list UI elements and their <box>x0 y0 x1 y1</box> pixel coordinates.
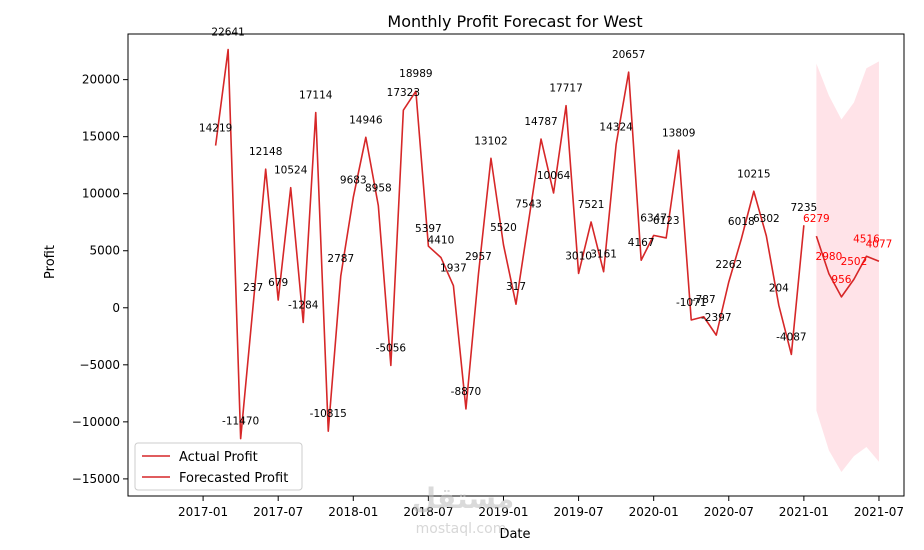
actual-data-label: -787 <box>692 294 716 306</box>
actual-data-label: 7543 <box>515 199 542 211</box>
actual-data-label: -2397 <box>701 312 732 324</box>
y-tick-label: 20000 <box>82 73 120 87</box>
actual-data-label: 10064 <box>537 170 571 182</box>
actual-data-label: 18989 <box>399 68 432 80</box>
actual-data-label: 6347 <box>640 212 667 224</box>
chart-title: Monthly Profit Forecast for West <box>387 12 642 31</box>
actual-data-label: 10524 <box>274 165 308 177</box>
actual-data-label: 17717 <box>549 83 582 95</box>
actual-data-label: 3161 <box>590 249 617 261</box>
x-tick-label: 2021-07 <box>854 505 904 519</box>
forecast-data-label: 2502 <box>841 256 868 268</box>
y-tick-label: 5000 <box>89 244 120 258</box>
actual-data-label: 317 <box>506 281 526 293</box>
watermark: مستقل mostaql.com <box>412 482 514 537</box>
actual-data-label: 9683 <box>340 174 367 186</box>
y-tick-label: −15000 <box>72 472 120 486</box>
y-tick-label: 10000 <box>82 187 120 201</box>
actual-data-label: 14219 <box>199 123 232 135</box>
actual-data-label: 13809 <box>662 127 695 139</box>
actual-data-label: 7235 <box>791 202 818 214</box>
actual-data-label: -1284 <box>288 299 319 311</box>
forecast-data-label: 956 <box>831 274 851 286</box>
legend: Actual Profit Forecasted Profit <box>134 442 303 491</box>
actual-data-label: 6302 <box>753 213 780 225</box>
actual-data-label: 679 <box>268 277 288 289</box>
data-label-layer: 14219 22641 -11470 237 12148 679 10524 -1284 171… <box>199 27 892 428</box>
actual-data-label: 4167 <box>628 237 655 249</box>
actual-data-label: 3010 <box>565 250 592 262</box>
forecasted-profit-line <box>815 235 880 298</box>
actual-data-label: 1937 <box>440 263 467 275</box>
legend-label-forecast: Forecasted Profit <box>179 471 288 486</box>
actual-data-label: 5397 <box>415 223 442 235</box>
actual-profit-line <box>214 48 805 440</box>
forecast-data-label: 4516 <box>853 233 880 245</box>
x-tick-label: 2017-07 <box>253 505 303 519</box>
x-tick-label: 2020-01 <box>629 505 679 519</box>
actual-data-label: 8958 <box>365 183 392 195</box>
x-tick-label: 2021-01 <box>779 505 829 519</box>
actual-data-label: -1071 <box>676 297 707 309</box>
x-tick-label: 2018-01 <box>328 505 378 519</box>
actual-data-label: 22641 <box>211 27 244 39</box>
forecast-data-label: 2980 <box>816 251 843 263</box>
actual-data-label: 20657 <box>612 49 645 61</box>
x-tick-label: 2019-07 <box>554 505 604 519</box>
x-tick-label: 2017-01 <box>178 505 228 519</box>
line-layer <box>214 48 880 440</box>
actual-data-label: 14787 <box>524 116 557 128</box>
confidence-band-layer <box>816 61 879 473</box>
x-tick-label: 2019-01 <box>478 505 528 519</box>
actual-data-label: 2957 <box>465 251 492 263</box>
actual-data-label: 12148 <box>249 146 282 158</box>
watermark-logo: مستقل <box>412 482 514 515</box>
x-tick-label: 2018-07 <box>403 505 453 519</box>
actual-data-label: 10215 <box>737 168 770 180</box>
watermark-url: mostaql.com <box>416 521 507 537</box>
actual-data-label: 14946 <box>349 114 383 126</box>
legend-label-actual: Actual Profit <box>179 450 258 465</box>
actual-data-label: 6123 <box>653 215 680 227</box>
x-axis-label: Date <box>499 527 530 542</box>
actual-data-label: -10815 <box>310 408 347 420</box>
y-tick-label: 15000 <box>82 130 120 144</box>
actual-data-label: -8870 <box>451 386 482 398</box>
actual-data-label: 6018 <box>728 216 755 228</box>
actual-data-label: 4410 <box>428 234 455 246</box>
actual-data-label: 237 <box>243 282 263 294</box>
actual-data-label: -11470 <box>222 416 259 428</box>
actual-data-label: -5056 <box>376 342 407 354</box>
actual-data-label: 17114 <box>299 90 333 102</box>
legend-box <box>134 442 303 491</box>
actual-data-label: 17323 <box>387 87 420 99</box>
forecast-confidence-band <box>816 61 879 473</box>
actual-data-label: 204 <box>769 282 789 294</box>
y-axis-label: Profit <box>43 245 58 279</box>
actual-data-label: 5520 <box>490 222 517 234</box>
forecast-data-label: 6279 <box>803 213 830 225</box>
actual-data-label: 7521 <box>578 199 605 211</box>
actual-data-label: 14324 <box>599 121 633 133</box>
actual-data-label: 2262 <box>715 259 742 271</box>
plot-frame <box>127 33 905 497</box>
y-tick-label: −10000 <box>72 415 120 429</box>
y-tick-label: −5000 <box>79 358 120 372</box>
actual-data-label: 13102 <box>474 135 507 147</box>
forecast-data-label: 4077 <box>866 238 893 250</box>
y-tick-label: 0 <box>112 301 120 315</box>
tick-layer: 2017-01 2017-07 2018-01 2018-07 2019-01 2019-… <box>72 73 904 519</box>
actual-data-label: 2787 <box>327 253 354 265</box>
x-tick-label: 2020-07 <box>704 505 754 519</box>
actual-data-label: -4087 <box>776 331 807 343</box>
